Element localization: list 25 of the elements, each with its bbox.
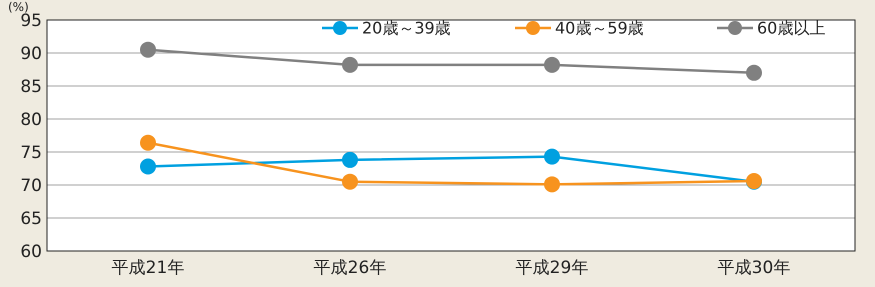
y-tick-label: 70	[20, 176, 42, 196]
point	[342, 56, 358, 73]
point	[746, 64, 762, 81]
point	[544, 176, 560, 192]
y-tick-label: 60	[20, 242, 42, 262]
x-tick-label: 平成21年	[112, 258, 184, 278]
point	[140, 158, 156, 175]
legend-label: 20歳～39歳	[362, 18, 451, 38]
point	[544, 56, 560, 73]
legend-label: 60歳以上	[757, 18, 826, 38]
point	[140, 42, 156, 58]
x-tick-label: 平成30年	[718, 258, 790, 278]
x-tick-label: 平成26年	[314, 258, 386, 278]
y-tick-label: 80	[20, 110, 42, 130]
legend-label: 40歳～59歳	[555, 18, 644, 38]
point	[342, 174, 358, 190]
point	[544, 148, 560, 165]
y-tick-label: 75	[20, 142, 42, 163]
y-axis-title: (%)	[8, 0, 29, 14]
point	[140, 134, 156, 151]
point	[342, 152, 358, 168]
x-tick-label: 平成29年	[516, 258, 588, 278]
y-tick-label: 65	[20, 208, 42, 229]
y-tick-label: 90	[20, 44, 42, 64]
y-tick-label: 85	[20, 76, 42, 97]
